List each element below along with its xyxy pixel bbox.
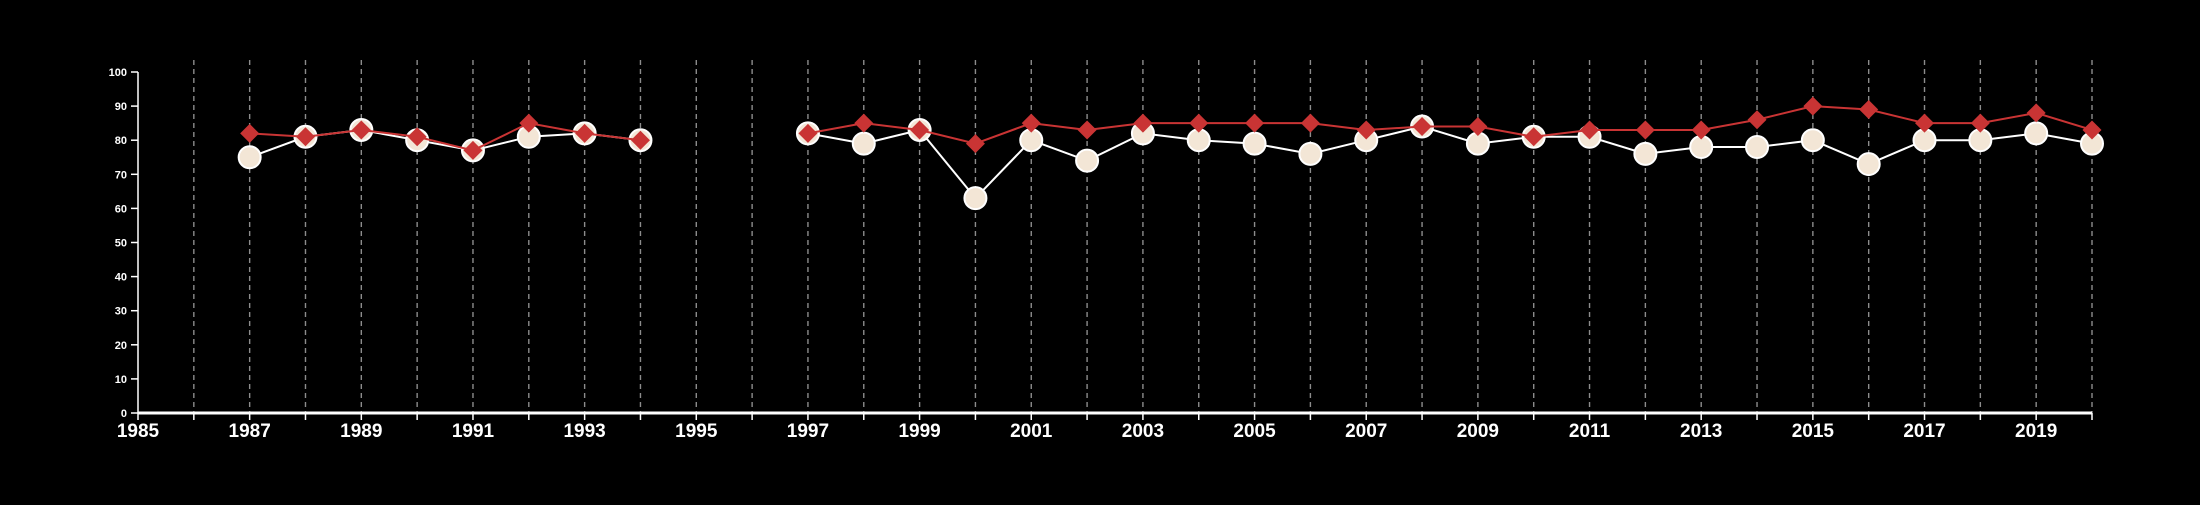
point-diamond-2011 (1580, 120, 1600, 140)
point-diamond-2004 (1189, 113, 1209, 133)
y-tick-label-30: 30 (115, 306, 127, 318)
point-circle-2015 (1800, 128, 1825, 153)
x-tick-label-2015: 2015 (1792, 421, 1835, 442)
point-diamond-1997 (798, 123, 818, 143)
y-tick-label-20: 20 (115, 340, 127, 352)
point-circle-2012 (1633, 141, 1658, 166)
x-tick-label-2009: 2009 (1457, 421, 1499, 442)
point-diamond-2002 (1077, 120, 1097, 140)
y-tick-label-70: 70 (115, 169, 127, 181)
x-tick-label-1993: 1993 (563, 421, 605, 442)
x-tick-label-2017: 2017 (1903, 421, 1945, 442)
point-diamond-2005 (1245, 113, 1265, 133)
point-diamond-2007 (1356, 120, 1376, 140)
point-diamond-2013 (1691, 120, 1711, 140)
x-tick-label-2001: 2001 (1010, 421, 1053, 442)
point-circle-2016 (1856, 152, 1881, 177)
y-tick-label-90: 90 (115, 101, 127, 113)
y-tick-label-100: 100 (109, 67, 127, 79)
series-diamond-line-0 (249, 122, 641, 152)
point-circle-2005 (1242, 131, 1267, 156)
point-diamond-1999 (910, 120, 930, 140)
point-diamond-2008 (1412, 117, 1432, 137)
point-diamond-1991 (463, 140, 483, 160)
series-diamond (240, 96, 2102, 160)
x-tick-label-1999: 1999 (898, 421, 940, 442)
point-diamond-1989 (351, 120, 371, 140)
series-circle (237, 114, 2104, 211)
point-diamond-2017 (1915, 113, 1935, 133)
y-tick-label-40: 40 (115, 272, 127, 284)
point-diamond-1993 (575, 123, 595, 143)
x-tick-label-2019: 2019 (2015, 421, 2057, 442)
point-circle-2002 (1075, 148, 1100, 173)
axes: 0 10 20 30 40 50 60 70 80 90 100 1985 1987 1989 1991 19… (109, 67, 2093, 442)
x-tick-label-2013: 2013 (1680, 421, 1722, 442)
x-tick-label-1995: 1995 (675, 421, 718, 442)
series-circle-line-1 (807, 125, 2093, 200)
y-tick-label-50: 50 (115, 238, 127, 250)
point-diamond-1990 (407, 127, 427, 147)
gridlines (193, 60, 2093, 413)
point-diamond-1987 (240, 123, 260, 143)
point-circle-2019 (2024, 121, 2049, 146)
point-diamond-1994 (630, 130, 650, 150)
point-diamond-2010 (1524, 127, 1544, 147)
point-circle-2006 (1298, 141, 1323, 166)
x-tick-label-2003: 2003 (1122, 421, 1164, 442)
series-diamond-line-1 (807, 105, 2093, 145)
point-diamond-1988 (295, 127, 315, 147)
x-tick-label-1985: 1985 (117, 421, 160, 442)
point-diamond-2019 (2026, 103, 2046, 123)
point-circle-1998 (851, 131, 876, 156)
point-diamond-2009 (1468, 117, 1488, 137)
point-diamond-1998 (854, 113, 874, 133)
y-tick-label-10: 10 (115, 374, 127, 386)
point-diamond-2001 (1021, 113, 1041, 133)
x-tick-label-2007: 2007 (1345, 421, 1387, 442)
point-diamond-2012 (1635, 120, 1655, 140)
point-diamond-2014 (1747, 110, 1767, 130)
point-circle-1987 (237, 145, 262, 170)
x-tick-label-1989: 1989 (340, 421, 382, 442)
point-diamond-2015 (1803, 96, 1823, 116)
point-circle-2000 (963, 186, 988, 211)
series (237, 96, 2104, 211)
point-circle-2014 (1745, 135, 1770, 160)
x-tick-label-1991: 1991 (452, 421, 495, 442)
point-diamond-2006 (1300, 113, 1320, 133)
x-tick-label-2005: 2005 (1233, 421, 1276, 442)
point-diamond-2020 (2082, 120, 2102, 140)
point-diamond-2016 (1859, 100, 1879, 120)
y-tick-label-0: 0 (121, 408, 127, 420)
x-tick-label-1987: 1987 (229, 421, 271, 442)
point-diamond-2000 (965, 134, 985, 154)
x-tick-label-1997: 1997 (787, 421, 829, 442)
point-diamond-2018 (1970, 113, 1990, 133)
point-diamond-2003 (1133, 113, 1153, 133)
x-tick-label-2011: 2011 (1569, 421, 1611, 442)
y-tick-label-80: 80 (115, 135, 127, 147)
point-diamond-1992 (519, 113, 539, 133)
y-tick-label-60: 60 (115, 203, 127, 215)
